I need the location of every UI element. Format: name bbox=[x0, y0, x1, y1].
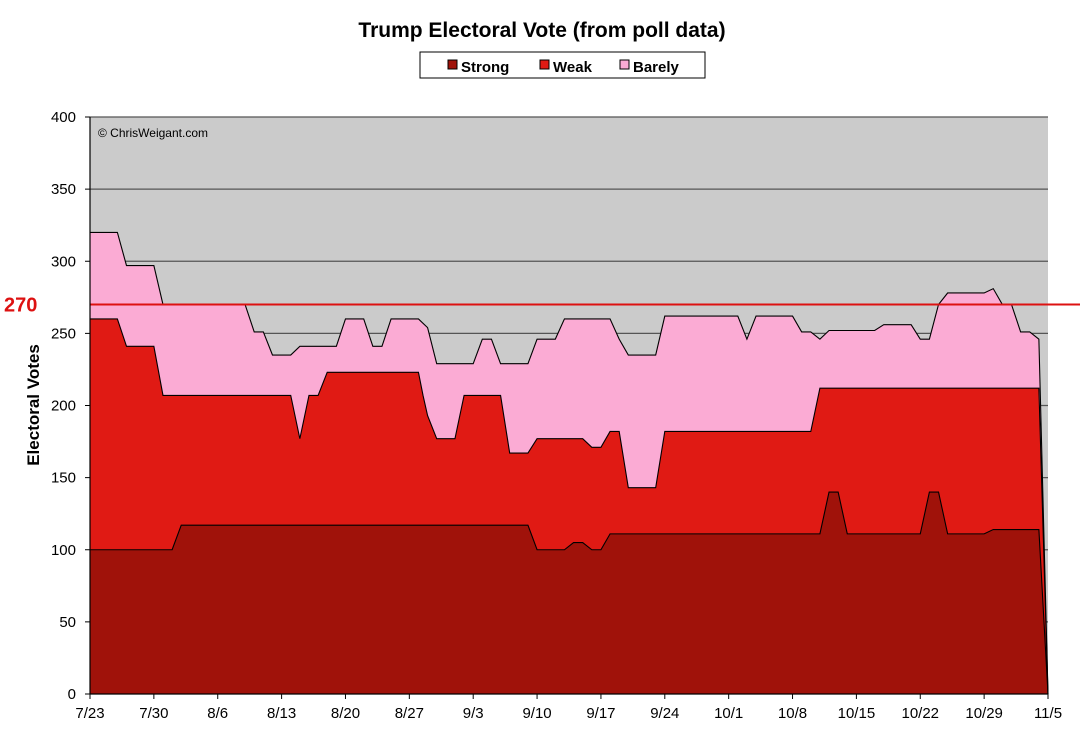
reference-line-270: 270 bbox=[4, 295, 1080, 317]
legend: Strong Weak Barely bbox=[419, 51, 706, 79]
x-tick-label: 10/22 bbox=[901, 705, 939, 722]
series-areas bbox=[90, 231, 1049, 695]
x-tick-label: 7/30 bbox=[139, 705, 168, 722]
y-tick-label: 350 bbox=[51, 181, 76, 198]
y-tick-label: 300 bbox=[51, 253, 76, 270]
x-tick-labels: 7/23 7/30 8/6 8/13 8/20 8/27 9/3 9/10 9/17 9/24 10… bbox=[75, 694, 1062, 722]
y-axis-label: Electoral Votes bbox=[24, 344, 43, 466]
y-tick-label: 0 bbox=[68, 686, 76, 703]
legend-label-weak: Weak bbox=[553, 59, 593, 76]
y-tick-labels: 0 50 100 150 200 250 300 350 400 bbox=[51, 109, 90, 703]
x-tick-label: 11/5 bbox=[1034, 705, 1062, 722]
area-strong bbox=[90, 492, 1048, 694]
y-tick-label: 200 bbox=[51, 398, 76, 415]
legend-swatch-weak bbox=[539, 59, 550, 70]
x-tick-label: 10/29 bbox=[965, 705, 1003, 722]
x-tick-label: 9/17 bbox=[586, 705, 615, 722]
x-tick-label: 9/10 bbox=[522, 705, 551, 722]
legend-swatch-barely bbox=[619, 59, 630, 70]
y-tick-label: 50 bbox=[59, 614, 76, 631]
reference-line-label: 270 bbox=[4, 295, 37, 317]
x-tick-label: 8/20 bbox=[331, 705, 360, 722]
x-tick-label: 10/15 bbox=[838, 705, 876, 722]
copyright-annotation: © ChrisWeigant.com bbox=[98, 126, 208, 140]
y-tick-label: 250 bbox=[51, 325, 76, 342]
outline-barely bbox=[90, 231, 1049, 695]
x-tick-label: 9/24 bbox=[650, 705, 679, 722]
y-tick-label: 400 bbox=[51, 109, 76, 126]
outline-strong bbox=[90, 491, 1049, 695]
x-tick-label: 8/27 bbox=[395, 705, 424, 722]
x-tick-label: 8/6 bbox=[207, 705, 228, 722]
legend-label-strong: Strong bbox=[461, 59, 509, 76]
x-tick-label: 10/1 bbox=[714, 705, 743, 722]
x-tick-label: 10/8 bbox=[778, 705, 807, 722]
y-tick-label: 100 bbox=[51, 542, 76, 559]
x-tick-label: 9/3 bbox=[463, 705, 484, 722]
legend-label-barely: Barely bbox=[633, 59, 680, 76]
x-tick-label: 8/13 bbox=[267, 705, 296, 722]
x-tick-label: 7/23 bbox=[75, 705, 104, 722]
legend-swatch-strong bbox=[447, 59, 458, 70]
y-tick-label: 150 bbox=[51, 470, 76, 487]
chart-title: Trump Electoral Vote (from poll data) bbox=[358, 19, 725, 42]
outline-weak bbox=[90, 318, 1049, 695]
